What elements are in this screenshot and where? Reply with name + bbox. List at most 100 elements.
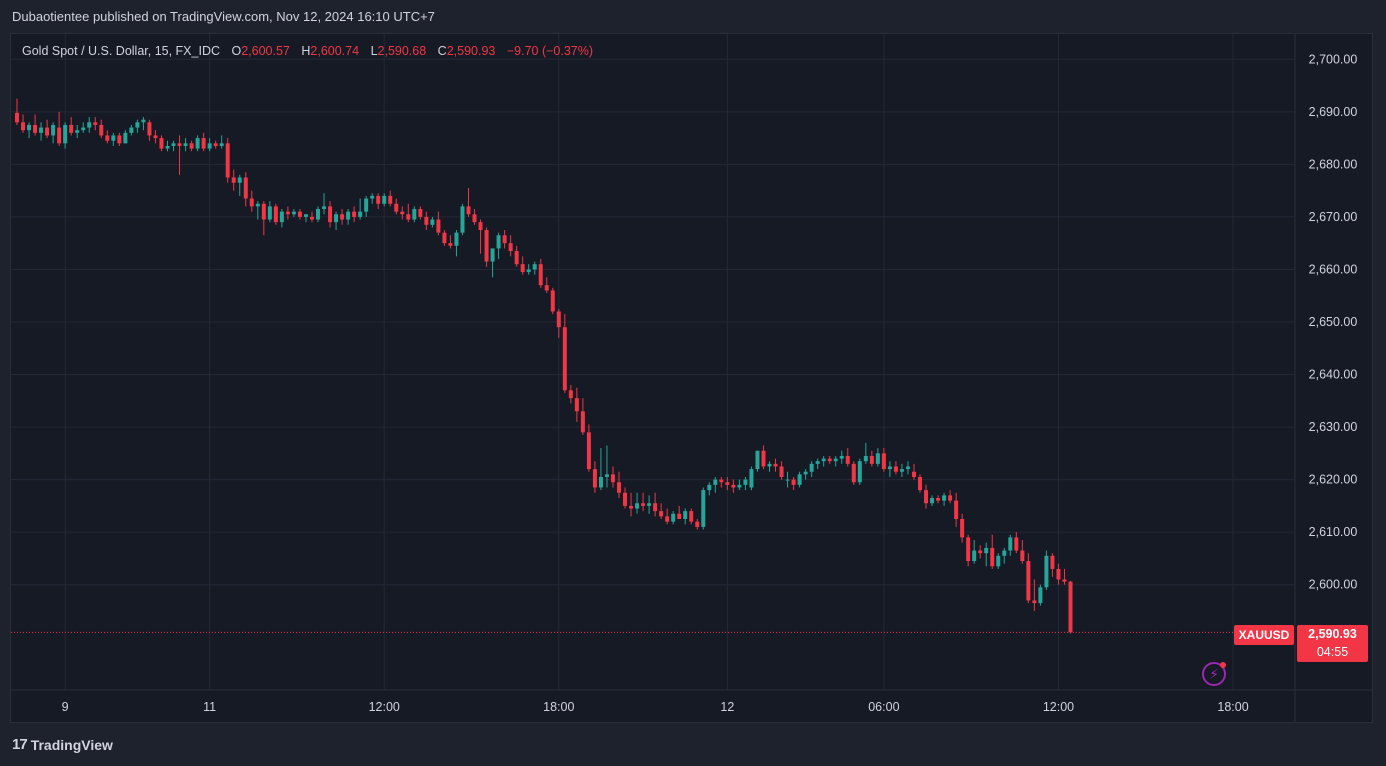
candle-body (749, 469, 754, 488)
y-tick-label: 2,700.00 (1309, 52, 1358, 66)
candle-body (171, 143, 176, 146)
y-tick-label: 2,650.00 (1309, 315, 1358, 329)
candle-body (111, 135, 116, 141)
candle-body (255, 203, 260, 207)
candle-body (412, 209, 417, 220)
candle-body (1062, 579, 1067, 582)
candle-body (707, 484, 712, 491)
candle-body (183, 143, 188, 146)
candle-body (352, 211, 357, 217)
candle-body (815, 461, 820, 464)
candle-body (827, 458, 832, 462)
candle-body (659, 511, 664, 517)
candle-body (400, 211, 405, 215)
candle-body (725, 482, 730, 485)
candle-body (141, 119, 146, 123)
candle-body (574, 398, 579, 412)
candle-body (201, 138, 206, 149)
candle-body (893, 466, 898, 472)
candle-body (267, 206, 272, 220)
candle-body (153, 135, 158, 139)
candle-body (376, 195, 381, 204)
candle-body (490, 248, 495, 262)
candle-body (755, 450, 760, 470)
candle-body (731, 484, 736, 488)
candle-body (346, 211, 351, 220)
x-tick-label: 12:00 (1043, 700, 1074, 714)
candle-body (526, 269, 531, 273)
candle-body (39, 127, 44, 133)
legend-low-value: 2,590.68 (377, 44, 427, 58)
candle-body (761, 450, 766, 467)
published-info: Dubaotientee published on TradingView.co… (12, 9, 435, 24)
lightning-alert-icon[interactable]: ⚡ (1202, 662, 1226, 686)
x-tick-label: 9 (62, 700, 69, 714)
candle-body (309, 216, 314, 220)
candle-body (219, 143, 224, 146)
candle-body (887, 466, 892, 470)
candle-body (87, 122, 92, 128)
candle-body (237, 177, 242, 183)
candle-body (538, 264, 543, 286)
y-tick-label: 2,620.00 (1309, 473, 1358, 487)
candle-body (671, 513, 676, 522)
x-tick-label: 12 (720, 700, 734, 714)
candle-body (231, 177, 236, 183)
y-tick-label: 2,600.00 (1309, 578, 1358, 592)
candle-body (195, 138, 200, 149)
candle-body (556, 311, 561, 328)
y-tick-label: 2,690.00 (1309, 105, 1358, 119)
candle-body (1038, 587, 1043, 604)
footer-brand[interactable]: 17 TradingView (12, 736, 113, 753)
candle-body (364, 198, 369, 212)
candle-body (821, 458, 826, 462)
candle-body (544, 285, 549, 291)
candle-body (610, 474, 615, 483)
last-price-value: 2,590.93 (1308, 627, 1357, 641)
candle-body (322, 206, 327, 210)
candle-body (69, 124, 74, 133)
candle-body (737, 484, 742, 488)
legend-open-label: O (231, 44, 242, 58)
y-tick-label: 2,670.00 (1309, 210, 1358, 224)
legend-high-value: 2,600.74 (310, 44, 360, 58)
candle-body (990, 547, 995, 567)
candle-body (123, 132, 128, 144)
candle-body (598, 476, 603, 488)
candle-body (743, 479, 748, 485)
footer-brand-name: TradingView (30, 736, 113, 753)
candle-body (135, 122, 140, 128)
candle-body (406, 214, 411, 220)
candle-body (833, 458, 838, 462)
candle-body (285, 211, 290, 215)
candle-body (869, 455, 874, 464)
x-tick-label: 12:00 (369, 700, 400, 714)
candle-body (586, 432, 591, 470)
candle-body (689, 511, 694, 522)
legend-symbol[interactable]: Gold Spot / U.S. Dollar, 15, FX_IDC (22, 44, 220, 58)
candle-body (430, 219, 435, 225)
legend-open-value: 2,600.57 (241, 44, 290, 58)
chart-frame[interactable] (10, 33, 1373, 723)
candle-body (75, 130, 80, 133)
candle-body (472, 214, 477, 223)
candle-body (261, 203, 266, 220)
candle-body (996, 555, 1001, 567)
candle-body (936, 498, 941, 501)
candle-body (105, 135, 110, 141)
candle-body (99, 124, 104, 136)
candle-body (514, 251, 519, 265)
candle-body (165, 145, 170, 149)
candle-body (665, 516, 670, 522)
candle-body (21, 122, 26, 131)
candle-body (863, 455, 868, 462)
candle-body (1020, 550, 1025, 562)
candle-body (773, 463, 778, 467)
candle-body (562, 327, 567, 391)
candle-body (442, 232, 447, 244)
x-tick-label: 18:00 (543, 700, 574, 714)
candle-body (303, 214, 308, 217)
candle-body (454, 232, 459, 246)
candle-body (520, 264, 525, 273)
